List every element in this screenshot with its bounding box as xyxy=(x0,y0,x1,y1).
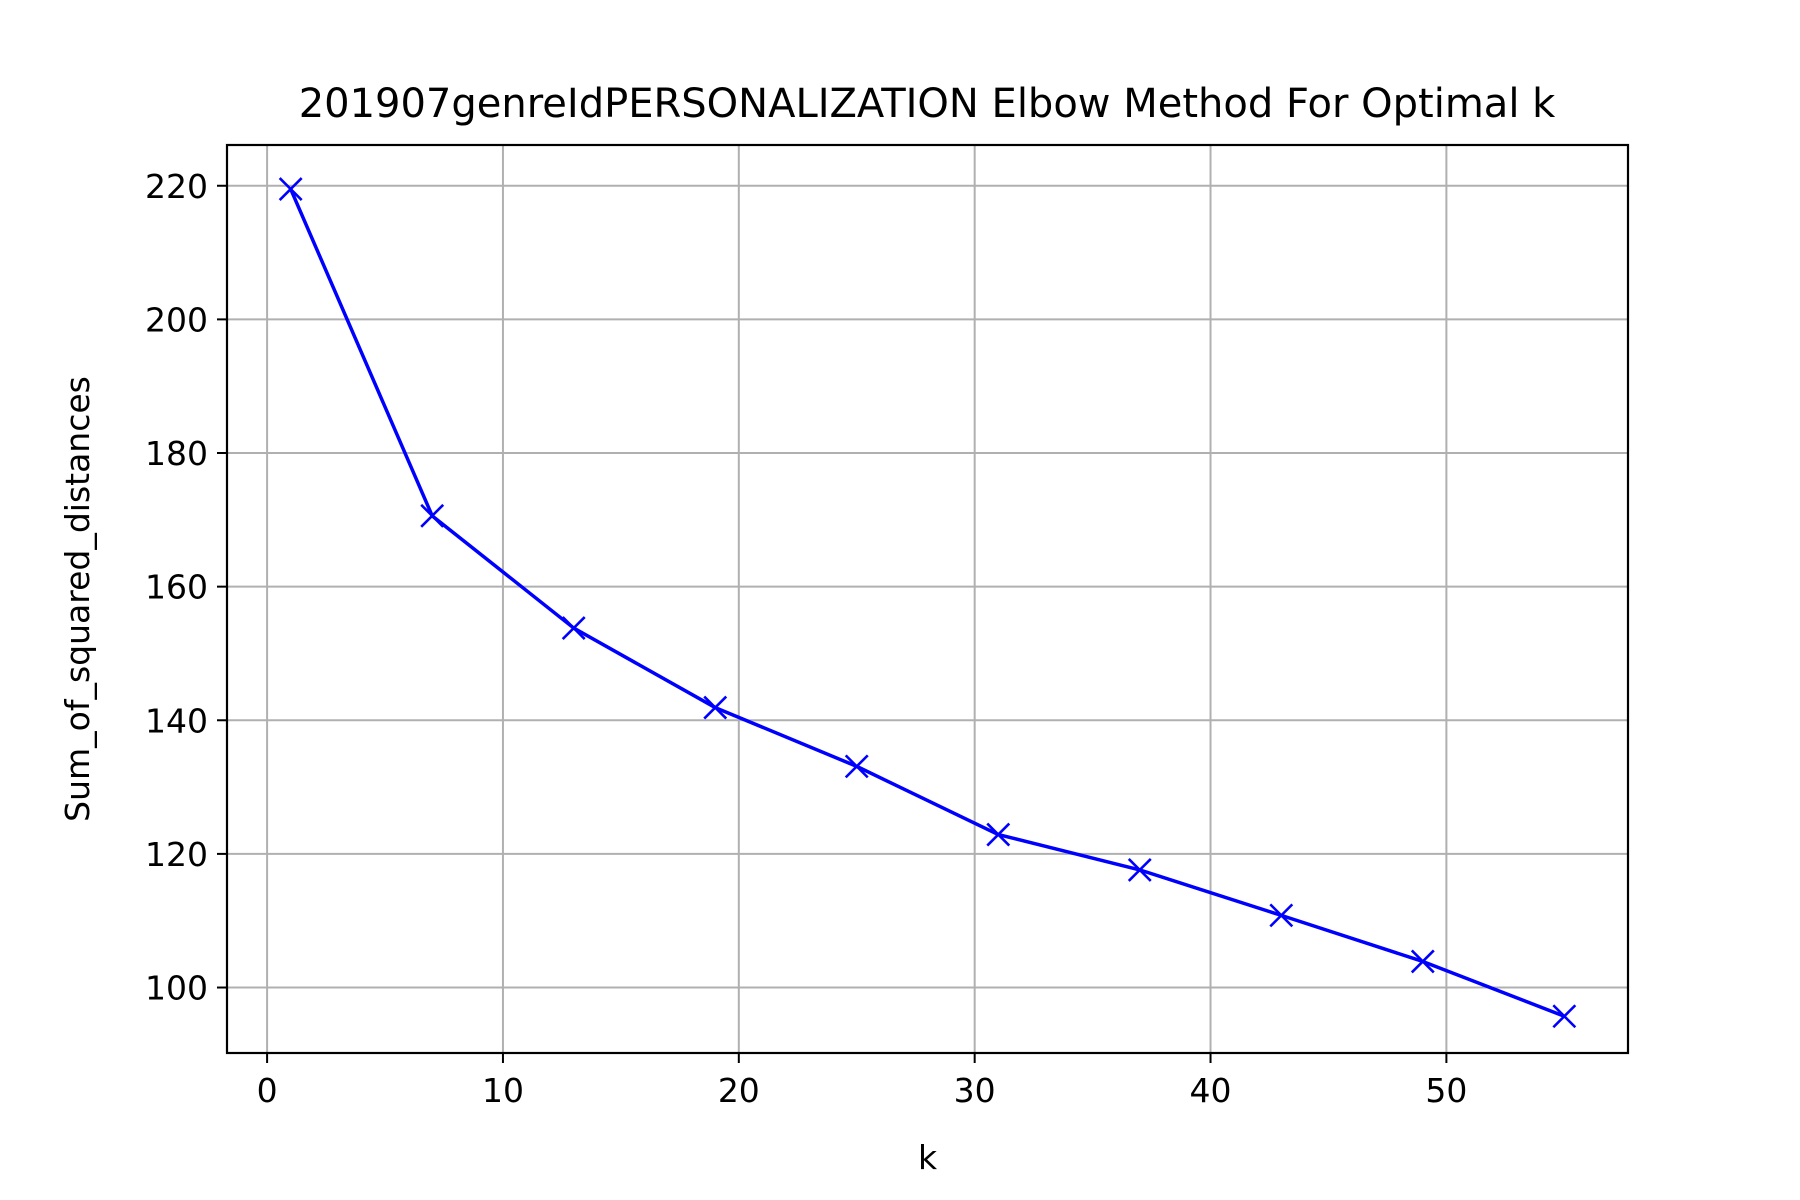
data-point-marker xyxy=(1127,858,1152,882)
y-tick-label: 180 xyxy=(145,434,208,473)
y-tick-label: 120 xyxy=(145,835,208,874)
x-tick-label: 20 xyxy=(718,1071,760,1110)
x-tick-label: 0 xyxy=(257,1071,278,1110)
data-point-marker xyxy=(1552,1004,1577,1029)
data-point-marker xyxy=(278,177,303,202)
data-point-marker xyxy=(561,616,586,640)
data-point-marker xyxy=(844,754,869,779)
y-tick-label: 220 xyxy=(145,167,208,206)
x-tick-label: 50 xyxy=(1425,1071,1467,1110)
data-point-marker xyxy=(986,822,1011,847)
series-line xyxy=(289,188,1565,1018)
data-point-marker xyxy=(703,695,728,720)
data-point-marker xyxy=(1410,949,1435,974)
x-tick-label: 10 xyxy=(482,1071,524,1110)
data-point-marker xyxy=(1269,903,1294,928)
y-tick-label: 100 xyxy=(145,969,208,1008)
y-axis-label: Sum_of_squared_distances xyxy=(58,376,97,822)
x-tick-label: 30 xyxy=(954,1071,996,1110)
y-tick-label: 140 xyxy=(145,701,208,740)
plot-frame xyxy=(225,143,1630,1055)
ticks: 0 10 20 30 40 50 100 120 140 160 180 200 220 xyxy=(145,167,1467,1110)
y-tick-label: 200 xyxy=(145,300,208,339)
y-tick-label: 160 xyxy=(145,568,208,607)
x-tick-label: 40 xyxy=(1190,1071,1232,1110)
chart-title: 201907genreIdPERSONALIZATION Elbow Metho… xyxy=(299,81,1556,127)
series-layer xyxy=(278,177,1577,1029)
x-axis-label: k xyxy=(918,1138,938,1177)
data-point-marker xyxy=(420,503,445,528)
grid xyxy=(227,145,1628,1053)
